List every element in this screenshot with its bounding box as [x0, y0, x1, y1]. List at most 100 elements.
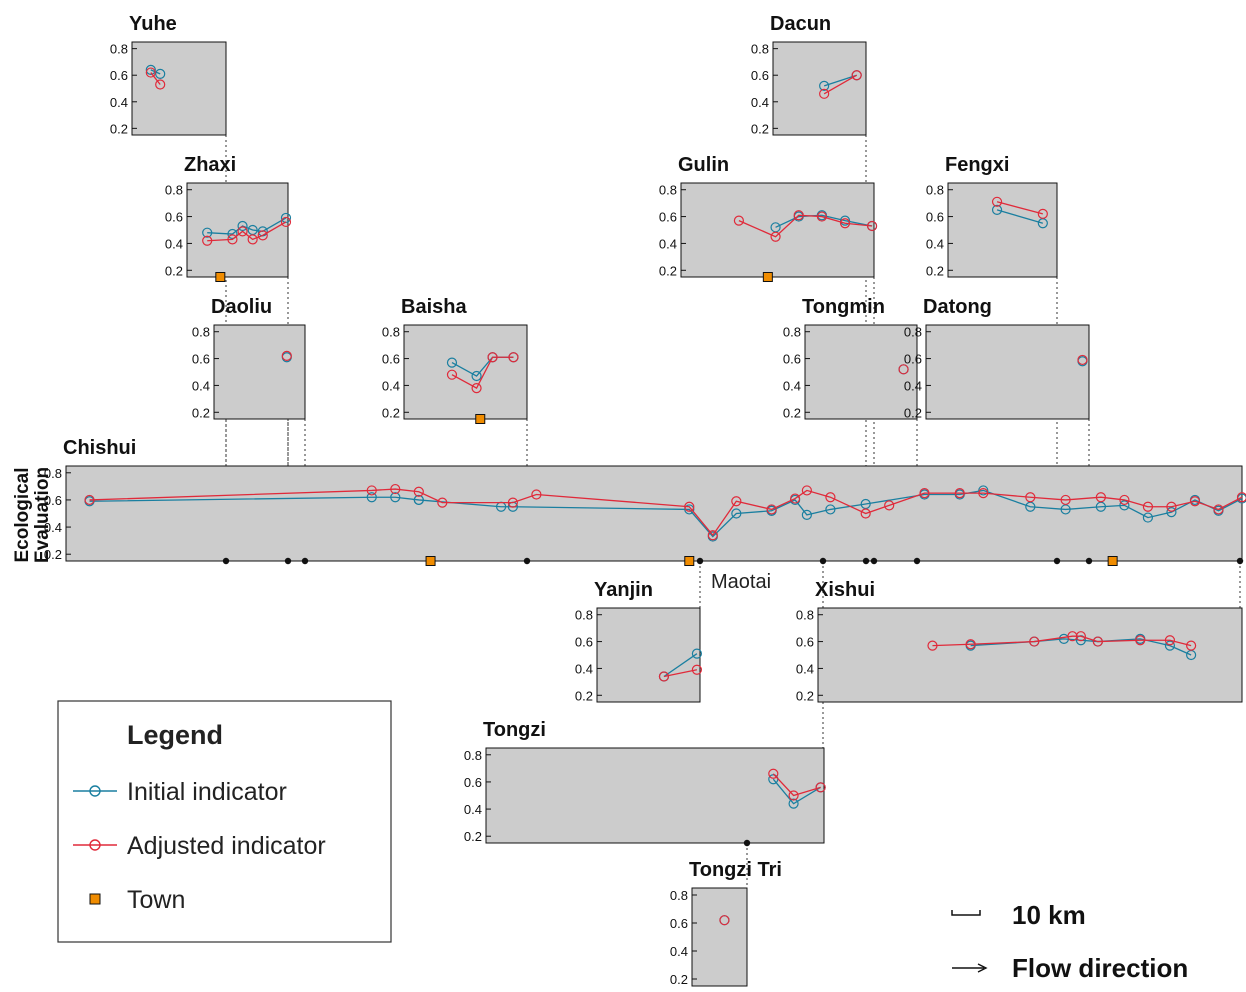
panel-background — [804, 324, 918, 420]
y-tick-label: 0.8 — [165, 183, 183, 198]
initial-point — [366, 492, 377, 503]
y-tick-label: 0.2 — [44, 547, 62, 562]
town-marker — [1107, 556, 1118, 566]
adjusted-point — [770, 231, 781, 242]
panel-title: Daoliu — [211, 296, 272, 318]
y-tick-label: 0.4 — [659, 236, 677, 251]
adjusted-series-line — [451, 356, 514, 390]
y-tick-label: 0.6 — [192, 352, 210, 367]
initial-point — [145, 64, 156, 76]
adjusted-point — [965, 639, 976, 650]
adjusted-point — [1029, 636, 1040, 647]
y-tick-label: 0.6 — [926, 210, 944, 225]
y-tick-label: 0.4 — [783, 378, 801, 393]
panel-gulin: Gulin 0.2 0.4 0.6 0.8 — [659, 154, 878, 282]
y-tick-label: 0.2 — [796, 688, 814, 703]
adjusted-point — [247, 234, 258, 245]
y-tick-label: 0.4 — [575, 661, 593, 676]
adjusted-point — [227, 234, 238, 245]
initial-series-line — [823, 74, 857, 87]
panel-title: Chishui — [63, 437, 136, 459]
panel-yanjin: Yanjin 0.2 0.4 0.6 0.8 — [575, 579, 703, 703]
adjusted-point — [819, 88, 830, 99]
panel-zhaxi: Zhaxi 0.2 0.4 0.6 0.8 — [165, 154, 292, 282]
adjusted-point — [731, 496, 742, 507]
y-tick-label: 0.6 — [44, 493, 62, 508]
y-tick-label: 0.2 — [926, 263, 944, 278]
y-tick-label: 0.6 — [110, 68, 128, 83]
adjusted-point — [1164, 635, 1176, 646]
panel-title: Tongzi Tri — [689, 859, 782, 881]
initial-series-line — [663, 653, 698, 678]
panel-background — [947, 182, 1058, 278]
adjusted-point — [1213, 504, 1224, 515]
adjusted-point — [437, 497, 448, 508]
y-tick-label: 0.4 — [751, 95, 769, 110]
initial-series-line — [996, 209, 1044, 224]
legend-title: Legend — [127, 720, 223, 750]
y-axis-label-line2: Evaluation — [32, 467, 53, 563]
y-tick-label: 0.2 — [192, 405, 210, 420]
panel-background — [485, 747, 825, 844]
y-tick-label: 0.8 — [796, 608, 814, 623]
y-tick-label: 0.6 — [165, 210, 183, 225]
y-tick-label: 0.4 — [165, 236, 183, 251]
adjusted-point — [954, 488, 965, 499]
y-tick-label: 0.4 — [926, 236, 944, 251]
adjusted-point — [280, 216, 292, 228]
initial-point — [413, 494, 424, 506]
initial-point — [825, 504, 836, 515]
y-tick-label: 0.4 — [192, 378, 210, 393]
y-tick-label: 0.8 — [192, 325, 210, 340]
y-tick-label: 0.6 — [575, 635, 593, 650]
scale-bar: 10 km — [951, 900, 1086, 930]
adjusted-point — [446, 369, 458, 380]
adjusted-point — [884, 500, 895, 511]
scale-bar-label: 10 km — [1012, 900, 1086, 930]
y-tick-label: 0.6 — [670, 916, 688, 931]
panel-xishui: Xishui 0.2 0.4 0.6 0.8 — [796, 579, 1243, 703]
panel-background — [817, 607, 1243, 703]
panel-fengxi: Fengxi 0.2 0.4 0.6 0.8 — [926, 154, 1058, 278]
initial-point — [237, 220, 248, 232]
confluence-dot — [862, 557, 870, 565]
adjusted-point — [471, 383, 482, 394]
subplot-panels: Yuhe0.20.40.60.8Dacun0.20.40.60.8Zhaxi0.… — [44, 13, 1246, 987]
y-tick-label: 0.2 — [575, 688, 593, 703]
adjusted-point — [866, 220, 878, 232]
adjusted-point — [145, 67, 156, 78]
y-tick-label: 0.8 — [575, 608, 593, 623]
legend-initial-marker — [89, 785, 101, 797]
y-tick-label: 0.2 — [382, 405, 400, 420]
adjusted-series-line — [89, 488, 1243, 537]
initial-point — [684, 504, 695, 515]
panel-title: Xishui — [815, 579, 875, 601]
initial-point — [471, 370, 482, 382]
y-tick-label: 0.2 — [783, 405, 801, 420]
confluence-dot — [743, 839, 751, 847]
adjusted-point — [793, 210, 804, 221]
adjusted-point — [257, 230, 268, 241]
adjusted-point — [991, 196, 1003, 207]
legend-initial-label: Initial indicator — [127, 778, 287, 806]
legend-item-initial: Initial indicator — [73, 778, 287, 806]
initial-point — [801, 509, 812, 520]
y-tick-label: 0.2 — [110, 121, 128, 136]
adjusted-point — [202, 235, 213, 246]
confluence-dot — [870, 557, 878, 565]
y-tick-label: 0.8 — [904, 325, 922, 340]
y-tick-label: 0.2 — [165, 263, 183, 278]
y-tick-label: 0.6 — [659, 210, 677, 225]
y-tick-label: 0.4 — [464, 802, 482, 817]
panel-title: Yanjin — [594, 579, 653, 601]
y-tick-label: 0.8 — [783, 325, 801, 340]
initial-point — [227, 228, 238, 240]
adjusted-point — [691, 664, 703, 675]
y-tick-label: 0.4 — [796, 661, 814, 676]
initial-point — [788, 798, 799, 809]
adjusted-point — [1095, 492, 1106, 503]
initial-point — [1142, 512, 1154, 523]
adjusted-point — [237, 226, 248, 237]
panel-background — [772, 41, 867, 136]
adjusted-series-line — [772, 773, 821, 797]
